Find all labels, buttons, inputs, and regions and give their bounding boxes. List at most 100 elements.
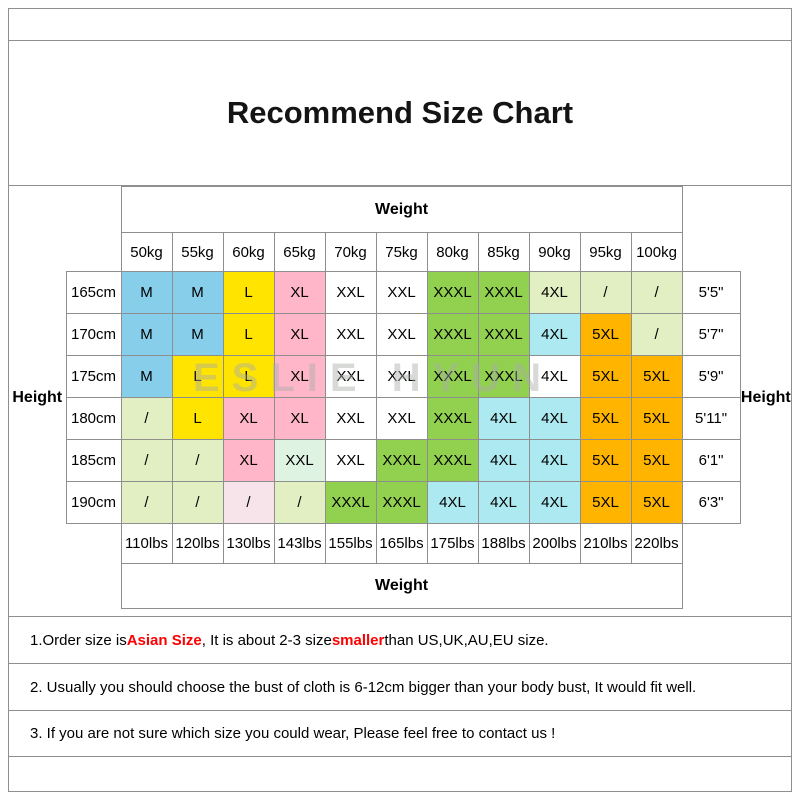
size-cell: XXL [375, 355, 428, 398]
size-cell: 4XL [528, 397, 581, 440]
note-row: 2. Usually you should choose the bust of… [9, 663, 791, 710]
lbs-footer-cell: 175lbs [426, 523, 479, 564]
height-ft-cell: 5'11" [681, 397, 741, 440]
size-cell: XXL [324, 313, 377, 356]
corner-spacer [682, 233, 791, 272]
size-cell: L [222, 313, 275, 356]
corner-spacer [9, 524, 121, 564]
page-border: Recommend Size Chart Weight 50kg 55kg 60kg 6… [8, 8, 792, 792]
size-cell: XXXL [477, 271, 530, 314]
size-cell: L [171, 355, 224, 398]
kg-header-cell: 85kg [477, 232, 530, 272]
size-cell: XXL [375, 397, 428, 440]
size-cell: 4XL [528, 313, 581, 356]
size-cell: 4XL [426, 481, 479, 524]
size-row: 170cm M M L XL XXL XXL XXXL XXXL 4XL 5XL/5'7" [9, 313, 791, 356]
size-cell: XXXL [426, 313, 479, 356]
size-cell: 4XL [528, 439, 581, 482]
size-cell: 5XL [579, 313, 632, 356]
size-cell: 4XL [477, 439, 530, 482]
size-cell: 5XL [630, 439, 683, 482]
corner-spacer [9, 233, 121, 272]
corner-spacer [682, 564, 791, 609]
note-text: 1.Order size is [30, 631, 127, 649]
height-cm-cell: 175cm [65, 355, 122, 398]
size-cell: L [222, 271, 275, 314]
size-cell: / [630, 271, 683, 314]
size-row: 180cm / L XL XL XXL XXL XXXL 4XL 4XL 5XL 5XL 5'11" [9, 397, 791, 440]
note-text: 3. If you are not sure which size you co… [30, 725, 556, 742]
size-cell: / [630, 313, 683, 356]
note-row: 3. If you are not sure which size you co… [9, 710, 791, 757]
size-cell: 5XL [579, 397, 632, 440]
height-ft-cell: 6'1" [681, 439, 741, 482]
height-cm-cell: 180cm [65, 397, 122, 440]
size-cell: XXXL [375, 439, 428, 482]
size-cell: 5XL [579, 439, 632, 482]
kg-header-cell: 90kg [528, 232, 581, 272]
height-cm-cell: 165cm [65, 271, 122, 314]
size-cell: M [120, 313, 173, 356]
size-cell: / [120, 397, 173, 440]
size-cell: 5XL [630, 481, 683, 524]
kg-header-cell: 50kg [120, 232, 173, 272]
size-cell: XXL [324, 439, 377, 482]
kg-header-cell: 70kg [324, 232, 377, 272]
size-cell: 5XL [579, 355, 632, 398]
lbs-footer-cell: 110lbs [120, 523, 173, 564]
lbs-footer-cell: 220lbs [630, 523, 683, 564]
size-cell: XXXL [477, 313, 530, 356]
size-cell: 4XL [528, 355, 581, 398]
note-text: smaller [331, 631, 385, 649]
corner-spacer [9, 187, 121, 233]
height-ft-cell: 5'7" [681, 313, 741, 356]
kg-header-row: 50kg 55kg 60kg 65kg 70kg 75kg 80kg 85kg 90kg 95kg… [9, 232, 791, 272]
kg-header-cell: 55kg [171, 232, 224, 272]
weight-header-row: Weight [9, 186, 791, 233]
note-text: Asian Size [126, 631, 202, 649]
kg-header-cell: 80kg [426, 232, 479, 272]
size-cell: XXL [324, 355, 377, 398]
size-cell: XXL [273, 439, 326, 482]
size-cell: XL [273, 313, 326, 356]
weight-footer-row: Weight [9, 563, 791, 609]
lbs-footer-cell: 143lbs [273, 523, 326, 564]
note-text: than US,UK,AU,EU size. [384, 631, 549, 649]
height-cm-cell: 190cm [65, 481, 122, 524]
height-label-right: Height [740, 388, 791, 406]
notes-section: 1.Order size is Asian Size, It is about … [9, 616, 791, 757]
size-cell: XXXL [426, 355, 479, 398]
note-row: 1.Order size is Asian Size, It is about … [9, 616, 791, 663]
size-cell: 5XL [630, 397, 683, 440]
lbs-footer-cell: 165lbs [375, 523, 428, 564]
lbs-footer-cell: 200lbs [528, 523, 581, 564]
size-cell: M [171, 313, 224, 356]
size-cell: M [171, 271, 224, 314]
height-ft-cell: 5'9" [681, 355, 741, 398]
size-cell: L [171, 397, 224, 440]
size-cell: XXXL [426, 271, 479, 314]
height-cm-cell: 185cm [65, 439, 122, 482]
size-cell: XXL [375, 313, 428, 356]
lbs-footer-cell: 155lbs [324, 523, 377, 564]
size-cell: XXXL [324, 481, 377, 524]
title-section: Recommend Size Chart [9, 40, 791, 186]
size-cell: XL [222, 439, 275, 482]
kg-header-cell: 100kg [630, 232, 683, 272]
size-cell: L [222, 355, 275, 398]
lbs-footer-row: 110lbs 120lbs 130lbs 143lbs 155lbs 165lbs 175l… [9, 523, 791, 564]
size-cell: XL [273, 397, 326, 440]
size-cell: XXXL [477, 355, 530, 398]
size-row: Height 165cm M M L XL XXL XXL XXXL XXXL 4XL //5'5" H… [9, 271, 791, 406]
height-cm-cell: 170cm [65, 313, 122, 356]
size-cell: XXXL [426, 439, 479, 482]
corner-spacer [9, 564, 121, 609]
lbs-footer-cell: 210lbs [579, 523, 632, 564]
height-label-left: Height [12, 388, 63, 406]
size-cell: / [171, 481, 224, 524]
size-cell: XXXL [426, 397, 479, 440]
size-row: 190cm / / / / XXXL XXXL 4XL 4XL 4XL 5XL 5XL 6'3" [9, 481, 791, 524]
kg-header-cell: 60kg [222, 232, 275, 272]
size-cell: XXL [375, 271, 428, 314]
size-cell: 4XL [477, 397, 530, 440]
